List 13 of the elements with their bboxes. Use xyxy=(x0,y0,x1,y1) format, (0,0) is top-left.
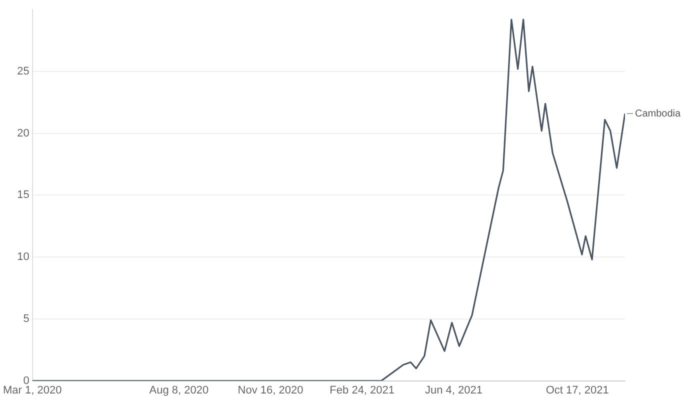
x-tick-label: Mar 1, 2020 xyxy=(3,384,62,396)
x-tick-label: Feb 24, 2021 xyxy=(330,384,395,396)
y-tick-label: 25 xyxy=(17,66,30,78)
series-label: Cambodia xyxy=(635,108,682,120)
x-tick-label: Aug 8, 2020 xyxy=(149,384,209,396)
x-tick-label: Oct 17, 2021 xyxy=(546,384,609,396)
x-tick-label: Jun 4, 2021 xyxy=(424,384,482,396)
x-tick-label: Nov 16, 2020 xyxy=(238,384,304,396)
y-tick-label: 15 xyxy=(17,189,30,202)
y-tick-label: 5 xyxy=(23,312,30,325)
y-tick-label: 20 xyxy=(17,127,30,140)
y-tick-label: 0 xyxy=(23,374,30,387)
y-tick-label: 10 xyxy=(17,251,30,264)
